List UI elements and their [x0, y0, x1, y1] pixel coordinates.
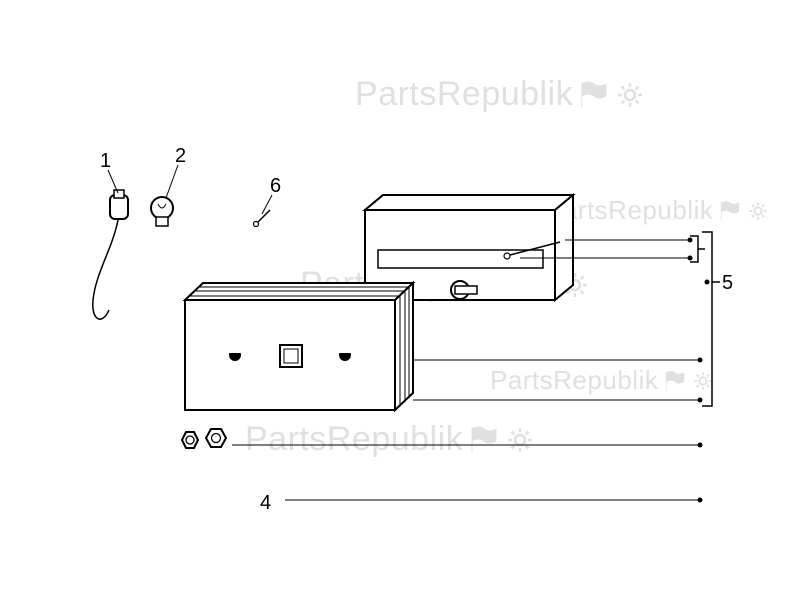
- callout-6: 6: [270, 175, 281, 198]
- gear-icon: [747, 200, 769, 222]
- bracket-inner: [690, 236, 705, 262]
- watermark-text: PartsRepublik: [545, 195, 713, 226]
- callout-label: 2: [175, 145, 186, 167]
- nut-pair: [182, 429, 226, 448]
- callout-label: 5: [722, 272, 733, 294]
- watermark-text: PartsRepublik: [490, 365, 658, 396]
- small-screw: [254, 210, 271, 227]
- flag-icon: [719, 200, 741, 222]
- callout-2: 2: [175, 145, 186, 168]
- diagram-canvas: PartsRepublik PartsRepublik PartsRepubli…: [0, 0, 800, 600]
- watermark-text: PartsRepublik: [355, 75, 573, 114]
- bracket-outer: [702, 232, 720, 406]
- callout-label: 1: [100, 150, 111, 172]
- watermark-text: PartsRepublik: [245, 420, 463, 459]
- gear-icon: [615, 80, 645, 110]
- callout-1: 1: [100, 150, 111, 173]
- callout-label: 6: [270, 175, 281, 197]
- long-screw: [504, 242, 560, 259]
- watermark-1: PartsRepublik: [355, 75, 645, 114]
- watermark-3: PartsRepublik: [245, 420, 535, 459]
- watermark-2: PartsRepublik: [300, 265, 590, 304]
- flag-icon: [664, 370, 686, 392]
- gear-icon: [505, 425, 535, 455]
- callout-label: 4: [260, 492, 271, 514]
- flag-icon: [524, 270, 554, 300]
- gear-icon: [560, 270, 590, 300]
- flag-icon: [579, 80, 609, 110]
- watermark-5: PartsRepublik: [490, 365, 714, 396]
- callout-5: 5: [722, 272, 733, 295]
- bulb-holder: [93, 190, 128, 319]
- leader-lines: [108, 165, 709, 502]
- watermark-4: PartsRepublik: [545, 195, 769, 226]
- rear-box: [365, 195, 573, 300]
- gear-icon: [692, 370, 714, 392]
- front-box: [185, 283, 413, 410]
- diagram-overlay: [0, 0, 800, 600]
- bulb: [151, 197, 173, 226]
- callout-4: 4: [260, 492, 271, 515]
- flag-icon: [469, 425, 499, 455]
- watermark-text: PartsRepublik: [300, 265, 518, 304]
